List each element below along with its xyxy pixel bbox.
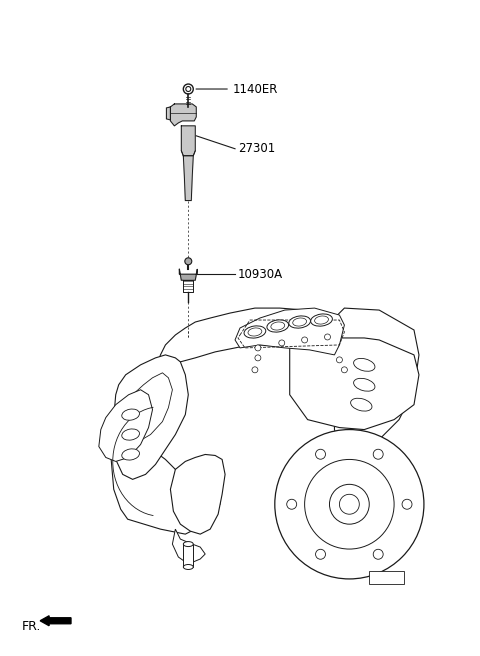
Text: 27301: 27301 <box>238 142 275 155</box>
Polygon shape <box>172 529 205 564</box>
Polygon shape <box>113 355 188 480</box>
Ellipse shape <box>122 429 140 440</box>
Circle shape <box>329 484 369 524</box>
Ellipse shape <box>248 328 262 336</box>
Text: FR.: FR. <box>21 620 41 633</box>
Circle shape <box>301 337 308 343</box>
Circle shape <box>341 367 348 373</box>
Ellipse shape <box>271 322 285 330</box>
Circle shape <box>315 549 325 560</box>
Circle shape <box>373 549 383 560</box>
Circle shape <box>287 499 297 509</box>
Ellipse shape <box>183 542 193 546</box>
Ellipse shape <box>122 409 140 420</box>
Circle shape <box>185 258 192 265</box>
Ellipse shape <box>289 316 311 328</box>
Polygon shape <box>167 107 170 120</box>
Circle shape <box>252 367 258 373</box>
Ellipse shape <box>244 326 266 338</box>
Circle shape <box>315 449 325 459</box>
Polygon shape <box>170 455 225 534</box>
Circle shape <box>255 355 261 361</box>
Ellipse shape <box>354 358 375 371</box>
Polygon shape <box>183 155 193 201</box>
Polygon shape <box>148 308 344 370</box>
Circle shape <box>402 499 412 509</box>
Circle shape <box>305 459 394 549</box>
Polygon shape <box>183 544 193 567</box>
Ellipse shape <box>183 565 193 569</box>
Polygon shape <box>290 338 419 430</box>
Circle shape <box>275 430 424 579</box>
Polygon shape <box>99 390 153 461</box>
FancyArrow shape <box>40 616 71 626</box>
Text: 1140ER: 1140ER <box>233 83 278 96</box>
Polygon shape <box>235 308 344 355</box>
Polygon shape <box>180 269 197 280</box>
Circle shape <box>324 334 330 340</box>
Circle shape <box>279 340 285 346</box>
Ellipse shape <box>354 379 375 391</box>
Polygon shape <box>181 126 195 155</box>
Polygon shape <box>111 395 220 534</box>
Ellipse shape <box>311 314 332 326</box>
Circle shape <box>186 87 191 91</box>
Polygon shape <box>335 308 419 449</box>
Ellipse shape <box>350 398 372 411</box>
Ellipse shape <box>122 449 140 460</box>
Circle shape <box>255 345 261 351</box>
Polygon shape <box>120 373 172 441</box>
Polygon shape <box>170 104 196 126</box>
Polygon shape <box>369 571 404 584</box>
Ellipse shape <box>267 320 288 332</box>
Circle shape <box>183 84 193 94</box>
Ellipse shape <box>293 318 307 326</box>
Polygon shape <box>183 280 193 292</box>
Circle shape <box>373 449 383 459</box>
Circle shape <box>336 357 342 363</box>
Ellipse shape <box>314 316 328 324</box>
Circle shape <box>339 494 360 514</box>
Text: 10930A: 10930A <box>238 268 283 281</box>
